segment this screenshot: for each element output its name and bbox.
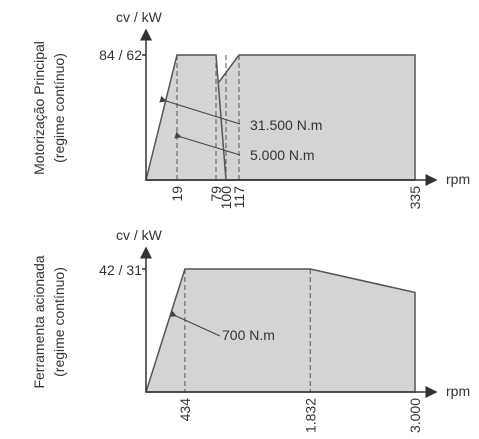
chart2-y-tick-label: 42 / 31	[99, 262, 142, 278]
chart2-y-unit: cv / kW	[116, 227, 163, 243]
chart1-annotation-2: 5.000 N.m	[250, 147, 315, 163]
chart2-x-tick-label-2: 3.000	[407, 398, 423, 433]
chart-motorizacao: Motorização Principal (regime contínuo) …	[31, 9, 470, 209]
chart2-area-series-0	[144, 268, 416, 393]
chart2-ylabel-line1: Ferramenta acionada	[31, 255, 47, 388]
chart2-dashed-lines	[184, 269, 416, 392]
chart1-x-tick-label-3: 117	[231, 186, 247, 209]
chart1-x-unit: rpm	[446, 171, 470, 187]
chart1-x-tick-label-4: 335	[407, 186, 423, 210]
chart2-ylabel-line2: (regime contínuo)	[51, 267, 67, 377]
chart1-x-tick-label-0: 19	[169, 186, 185, 202]
chart2-x-tick-label-1: 1.832	[302, 398, 318, 433]
chart2-x-unit: rpm	[446, 383, 470, 399]
chart1-y-tick-label: 84 / 62	[99, 47, 142, 63]
chart1-annotation-1: 31.500 N.m	[250, 117, 322, 133]
chart1-x-tick-label-2: 100	[218, 186, 234, 210]
chart1-y-unit: cv / kW	[116, 9, 163, 25]
chart2-x-ticks: 434 1.832 3.000	[177, 398, 423, 433]
chart1-annotation-arrow-1	[159, 95, 241, 125]
chart1-x-tick-label-1: 79	[208, 186, 224, 202]
chart1-ylabel-line1: Motorização Principal	[31, 41, 47, 175]
chart2-x-tick-label-0: 434	[177, 398, 193, 422]
chart2-annotation-arrow-1	[169, 310, 221, 337]
chart2-areas	[144, 268, 416, 393]
chart-ferramenta: Ferramenta acionada (regime contínuo) cv…	[31, 227, 470, 433]
chart1-dashed-lines	[176, 55, 416, 180]
chart1-annotation-arrow-2	[174, 131, 241, 156]
chart2-annotation-1: 700 N.m	[222, 327, 275, 343]
chart1-ylabel-line2: (regime contínuo)	[51, 53, 67, 163]
